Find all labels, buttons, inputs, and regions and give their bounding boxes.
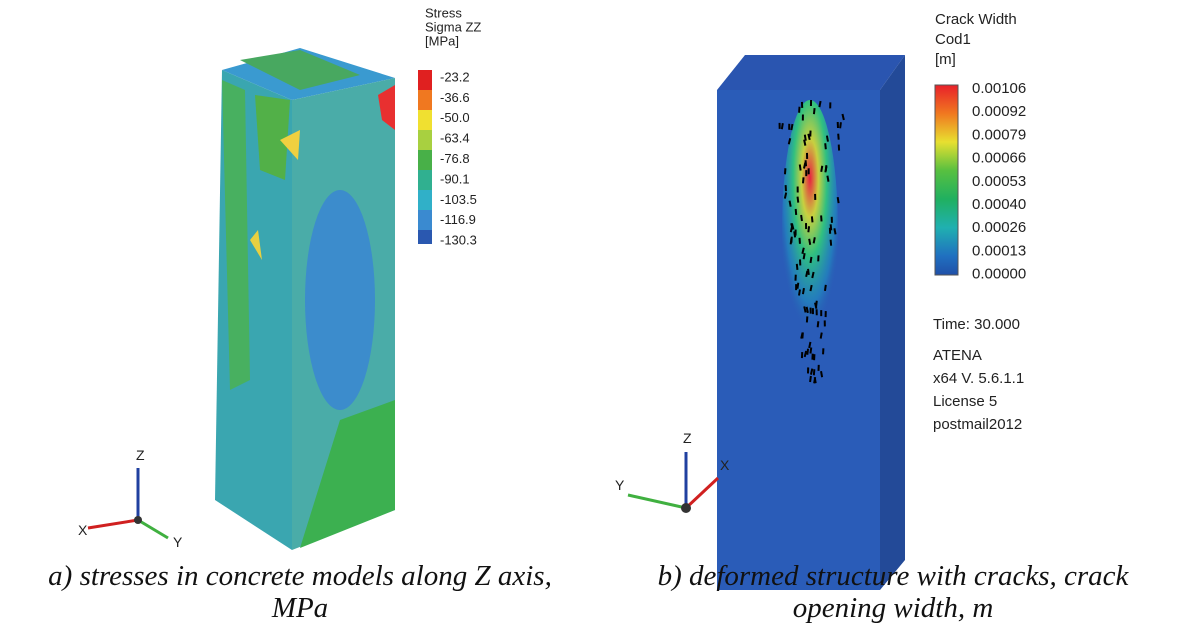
axis-label: Y	[615, 477, 625, 493]
crack	[804, 306, 805, 312]
info-text: postmail2012	[933, 416, 1022, 433]
crack	[819, 101, 820, 107]
crack	[810, 376, 811, 382]
crack	[840, 122, 841, 128]
crack	[810, 285, 811, 291]
crack	[798, 197, 799, 203]
legend-label: 0.00066	[972, 150, 1026, 167]
legend-label: -63.4	[440, 131, 470, 146]
axis-label: X	[720, 457, 730, 473]
legend-title: Crack Width	[935, 11, 1017, 28]
legend-title: [m]	[935, 51, 956, 68]
crack-legend	[935, 85, 958, 275]
crack	[790, 201, 791, 207]
crack	[831, 224, 832, 230]
legend-label: 0.00040	[972, 196, 1026, 213]
crack	[825, 143, 826, 149]
caption: b) deformed structure with cracks, crack	[658, 560, 1130, 592]
caption: a) stresses in concrete models along Z a…	[48, 560, 552, 592]
crack	[808, 226, 809, 232]
crack	[814, 108, 815, 114]
crack	[809, 342, 810, 348]
info-text: ATENA	[933, 347, 982, 364]
stress-legend	[418, 70, 432, 244]
caption: opening width, m	[793, 592, 994, 624]
crack	[838, 197, 839, 203]
crack	[834, 228, 835, 234]
crack	[799, 290, 800, 296]
crack	[826, 165, 827, 171]
info-text: Time: 30.000	[933, 316, 1020, 333]
crack	[785, 193, 786, 199]
legend-label: 0.00013	[972, 242, 1026, 259]
crack	[810, 348, 811, 354]
legend-label: -76.8	[440, 151, 470, 166]
page: StressSigma ZZ[MPa] -23.2 -36.6 -50.0 -63.4 -…	[0, 0, 1184, 629]
crack	[831, 240, 832, 246]
crack	[803, 288, 804, 294]
legend-label: -130.3	[440, 233, 477, 248]
crack	[810, 257, 811, 263]
legend-label: 0.00106	[972, 80, 1026, 97]
crack	[806, 271, 807, 277]
crack	[818, 321, 819, 327]
crack	[804, 253, 805, 259]
crack	[812, 272, 813, 278]
crack	[791, 124, 792, 130]
crack	[802, 248, 803, 254]
crack	[821, 333, 822, 339]
crack	[797, 283, 798, 289]
legend-label: -116.9	[440, 212, 476, 227]
info-text: x64 V. 5.6.1.1	[933, 370, 1024, 387]
legend-label: 0.00000	[972, 266, 1026, 283]
legend-title: Cod1	[935, 31, 971, 48]
legend-title: Sigma ZZ	[425, 19, 481, 34]
legend-label: 0.00026	[972, 219, 1026, 236]
crack	[842, 114, 843, 120]
crack	[815, 303, 816, 309]
legend-label: 0.00079	[972, 126, 1026, 143]
crack	[800, 164, 801, 170]
legend-label: -23.2	[440, 69, 470, 84]
crack	[821, 166, 822, 172]
legend-label: 0.00053	[972, 173, 1026, 190]
axis-label: X	[78, 522, 88, 538]
crack	[814, 377, 815, 383]
info-text: License 5	[933, 393, 997, 410]
caption: MPa	[271, 592, 328, 624]
stress-column	[215, 48, 395, 550]
crack	[804, 140, 805, 146]
crack	[804, 163, 805, 169]
crack	[814, 237, 815, 243]
crack	[809, 239, 810, 245]
legend-label: 0.00092	[972, 103, 1026, 120]
legend-label: -90.1	[440, 171, 470, 186]
crack	[825, 285, 826, 291]
crack	[807, 349, 808, 355]
legend-label: -36.6	[440, 90, 470, 105]
crack	[812, 216, 813, 222]
crack	[782, 123, 783, 129]
crack	[807, 307, 808, 313]
crack	[827, 176, 828, 182]
axis-triad	[88, 452, 718, 538]
crack	[827, 136, 828, 142]
axis-label: Y	[173, 534, 183, 550]
legend-label: -50.0	[440, 110, 470, 125]
figure: StressSigma ZZ[MPa] -23.2 -36.6 -50.0 -63.4 -…	[0, 0, 1184, 629]
crack	[805, 351, 806, 357]
legend-label: -103.5	[440, 192, 477, 207]
crack	[821, 371, 822, 377]
legend-title: [MPa]	[425, 33, 459, 48]
axis-label: Z	[683, 430, 692, 446]
axis-label: Z	[136, 447, 145, 463]
crack	[803, 177, 804, 183]
crack-column	[717, 55, 905, 590]
legend-title: Stress	[425, 5, 462, 20]
crack	[791, 223, 792, 229]
crack	[811, 369, 812, 375]
crack	[797, 264, 798, 270]
crack	[801, 215, 802, 221]
